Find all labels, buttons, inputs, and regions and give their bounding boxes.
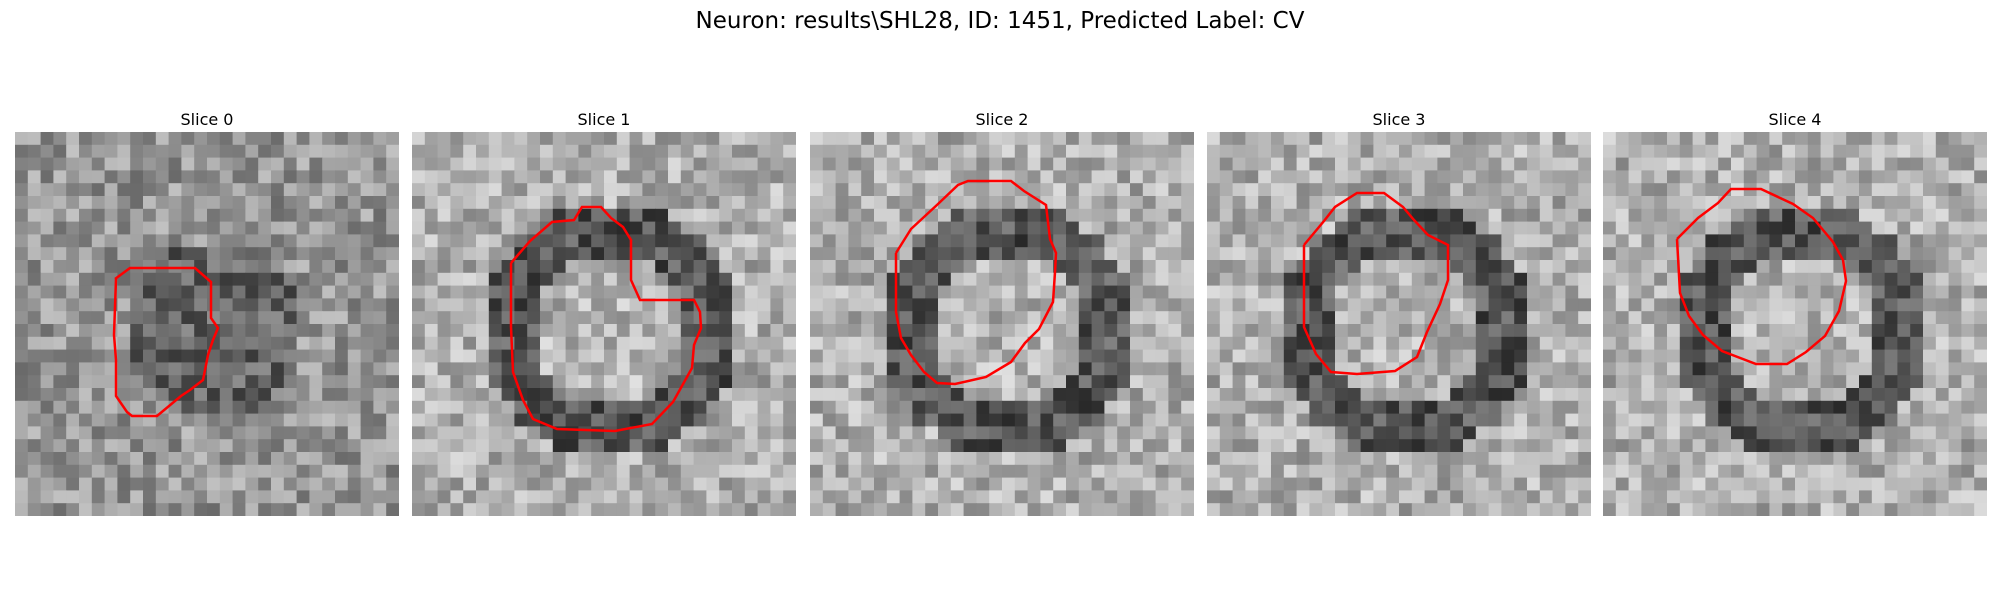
slice-image-2	[810, 132, 1194, 516]
figure-title: Neuron: results\SHL28, ID: 1451, Predict…	[695, 8, 1305, 34]
slice-panel-3: Slice 3	[1207, 108, 1591, 516]
contour-1	[509, 205, 703, 433]
contour-2	[894, 179, 1058, 386]
slice-image-4	[1603, 132, 1987, 516]
slice-image-1	[412, 132, 796, 516]
slice-title-4: Slice 4	[1768, 110, 1822, 129]
slice-title-1: Slice 1	[577, 110, 631, 129]
slice-title-3: Slice 3	[1372, 110, 1426, 129]
slice-panel-4: Slice 4	[1603, 108, 1987, 516]
slice-image-0	[15, 132, 399, 516]
slice-panel-2: Slice 2	[810, 108, 1194, 516]
slice-title-0: Slice 0	[180, 110, 234, 129]
slice-image-3	[1207, 132, 1591, 516]
slice-panel-0: Slice 0	[15, 108, 399, 516]
slice-panel-1: Slice 1	[412, 108, 796, 516]
contour-3	[1302, 191, 1450, 376]
slice-title-2: Slice 2	[975, 110, 1029, 129]
contour-4	[1675, 187, 1848, 366]
contour-0	[112, 266, 220, 418]
